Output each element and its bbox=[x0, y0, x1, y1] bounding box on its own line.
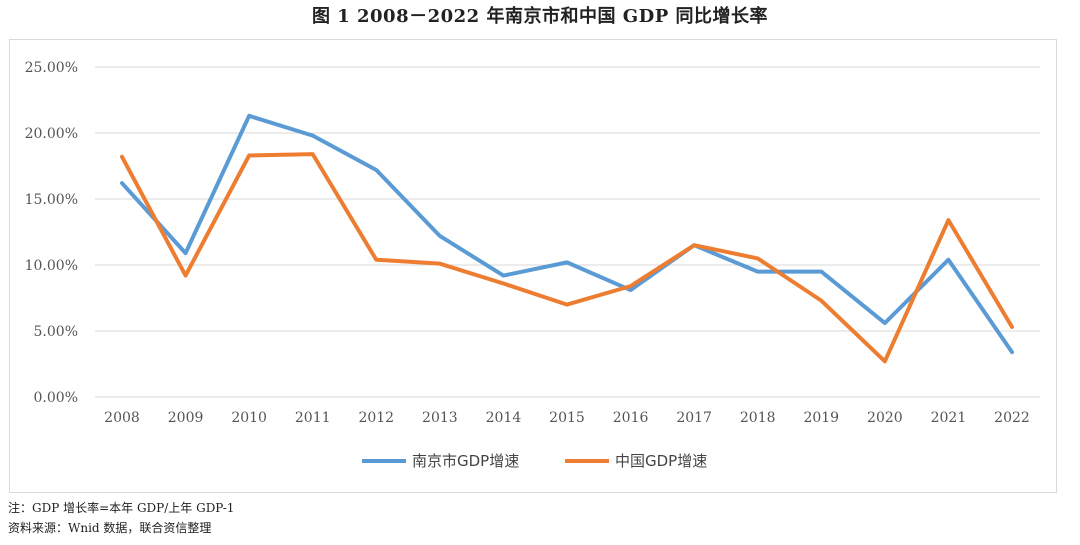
x-tick-label: 2016 bbox=[613, 410, 649, 426]
x-tick-label: 2008 bbox=[104, 410, 140, 426]
x-tick-label: 2018 bbox=[740, 410, 776, 426]
y-tick-label: 20.00% bbox=[25, 126, 78, 142]
y-tick-label: 10.00% bbox=[25, 258, 78, 274]
series-lines bbox=[120, 113, 1014, 364]
x-tick-label: 2022 bbox=[994, 410, 1030, 426]
chart-title: 图 1 2008－2022 年南京市和中国 GDP 同比增长率 bbox=[311, 6, 769, 27]
series-line-0 bbox=[120, 113, 1014, 355]
x-tick-label: 2013 bbox=[422, 410, 458, 426]
legend-label: 中国GDP增速 bbox=[615, 452, 707, 470]
y-tick-label: 0.00% bbox=[34, 390, 78, 406]
x-tick-label: 2010 bbox=[231, 410, 267, 426]
x-axis-ticks: 2008 2009 2010 2011 2012 2013 2014 2015 2016 2017… bbox=[104, 410, 1030, 426]
series-line-1 bbox=[120, 152, 1014, 364]
y-tick-label: 15.00% bbox=[25, 192, 78, 208]
chart-notes: 注：GDP 增长率=本年 GDP/上年 GDP-1 资料来源：Wnid 数据，联… bbox=[8, 498, 234, 538]
x-tick-label: 2012 bbox=[358, 410, 394, 426]
x-tick-label: 2015 bbox=[549, 410, 585, 426]
note-definition: 注：GDP 增长率=本年 GDP/上年 GDP-1 bbox=[8, 501, 235, 515]
x-tick-label: 2011 bbox=[295, 410, 331, 426]
x-tick-label: 2021 bbox=[931, 410, 967, 426]
gridlines bbox=[95, 66, 1040, 398]
x-tick-label: 2019 bbox=[803, 410, 839, 426]
chart-frame bbox=[9, 39, 1057, 493]
note-source: 资料来源：Wnid 数据，联合资信整理 bbox=[8, 521, 212, 535]
x-tick-label: 2014 bbox=[486, 410, 522, 426]
x-tick-label: 2009 bbox=[168, 410, 204, 426]
x-tick-label: 2020 bbox=[867, 410, 903, 426]
y-tick-label: 25.00% bbox=[25, 60, 78, 76]
y-axis-ticks: 0.00% 5.00% 10.00% 15.00% 20.00% 25.00% bbox=[25, 60, 78, 406]
legend-label: 南京市GDP增速 bbox=[412, 452, 519, 470]
y-tick-label: 5.00% bbox=[34, 324, 78, 340]
legend: 南京市GDP增速 中国GDP增速 bbox=[362, 452, 707, 470]
x-tick-label: 2017 bbox=[676, 410, 712, 426]
